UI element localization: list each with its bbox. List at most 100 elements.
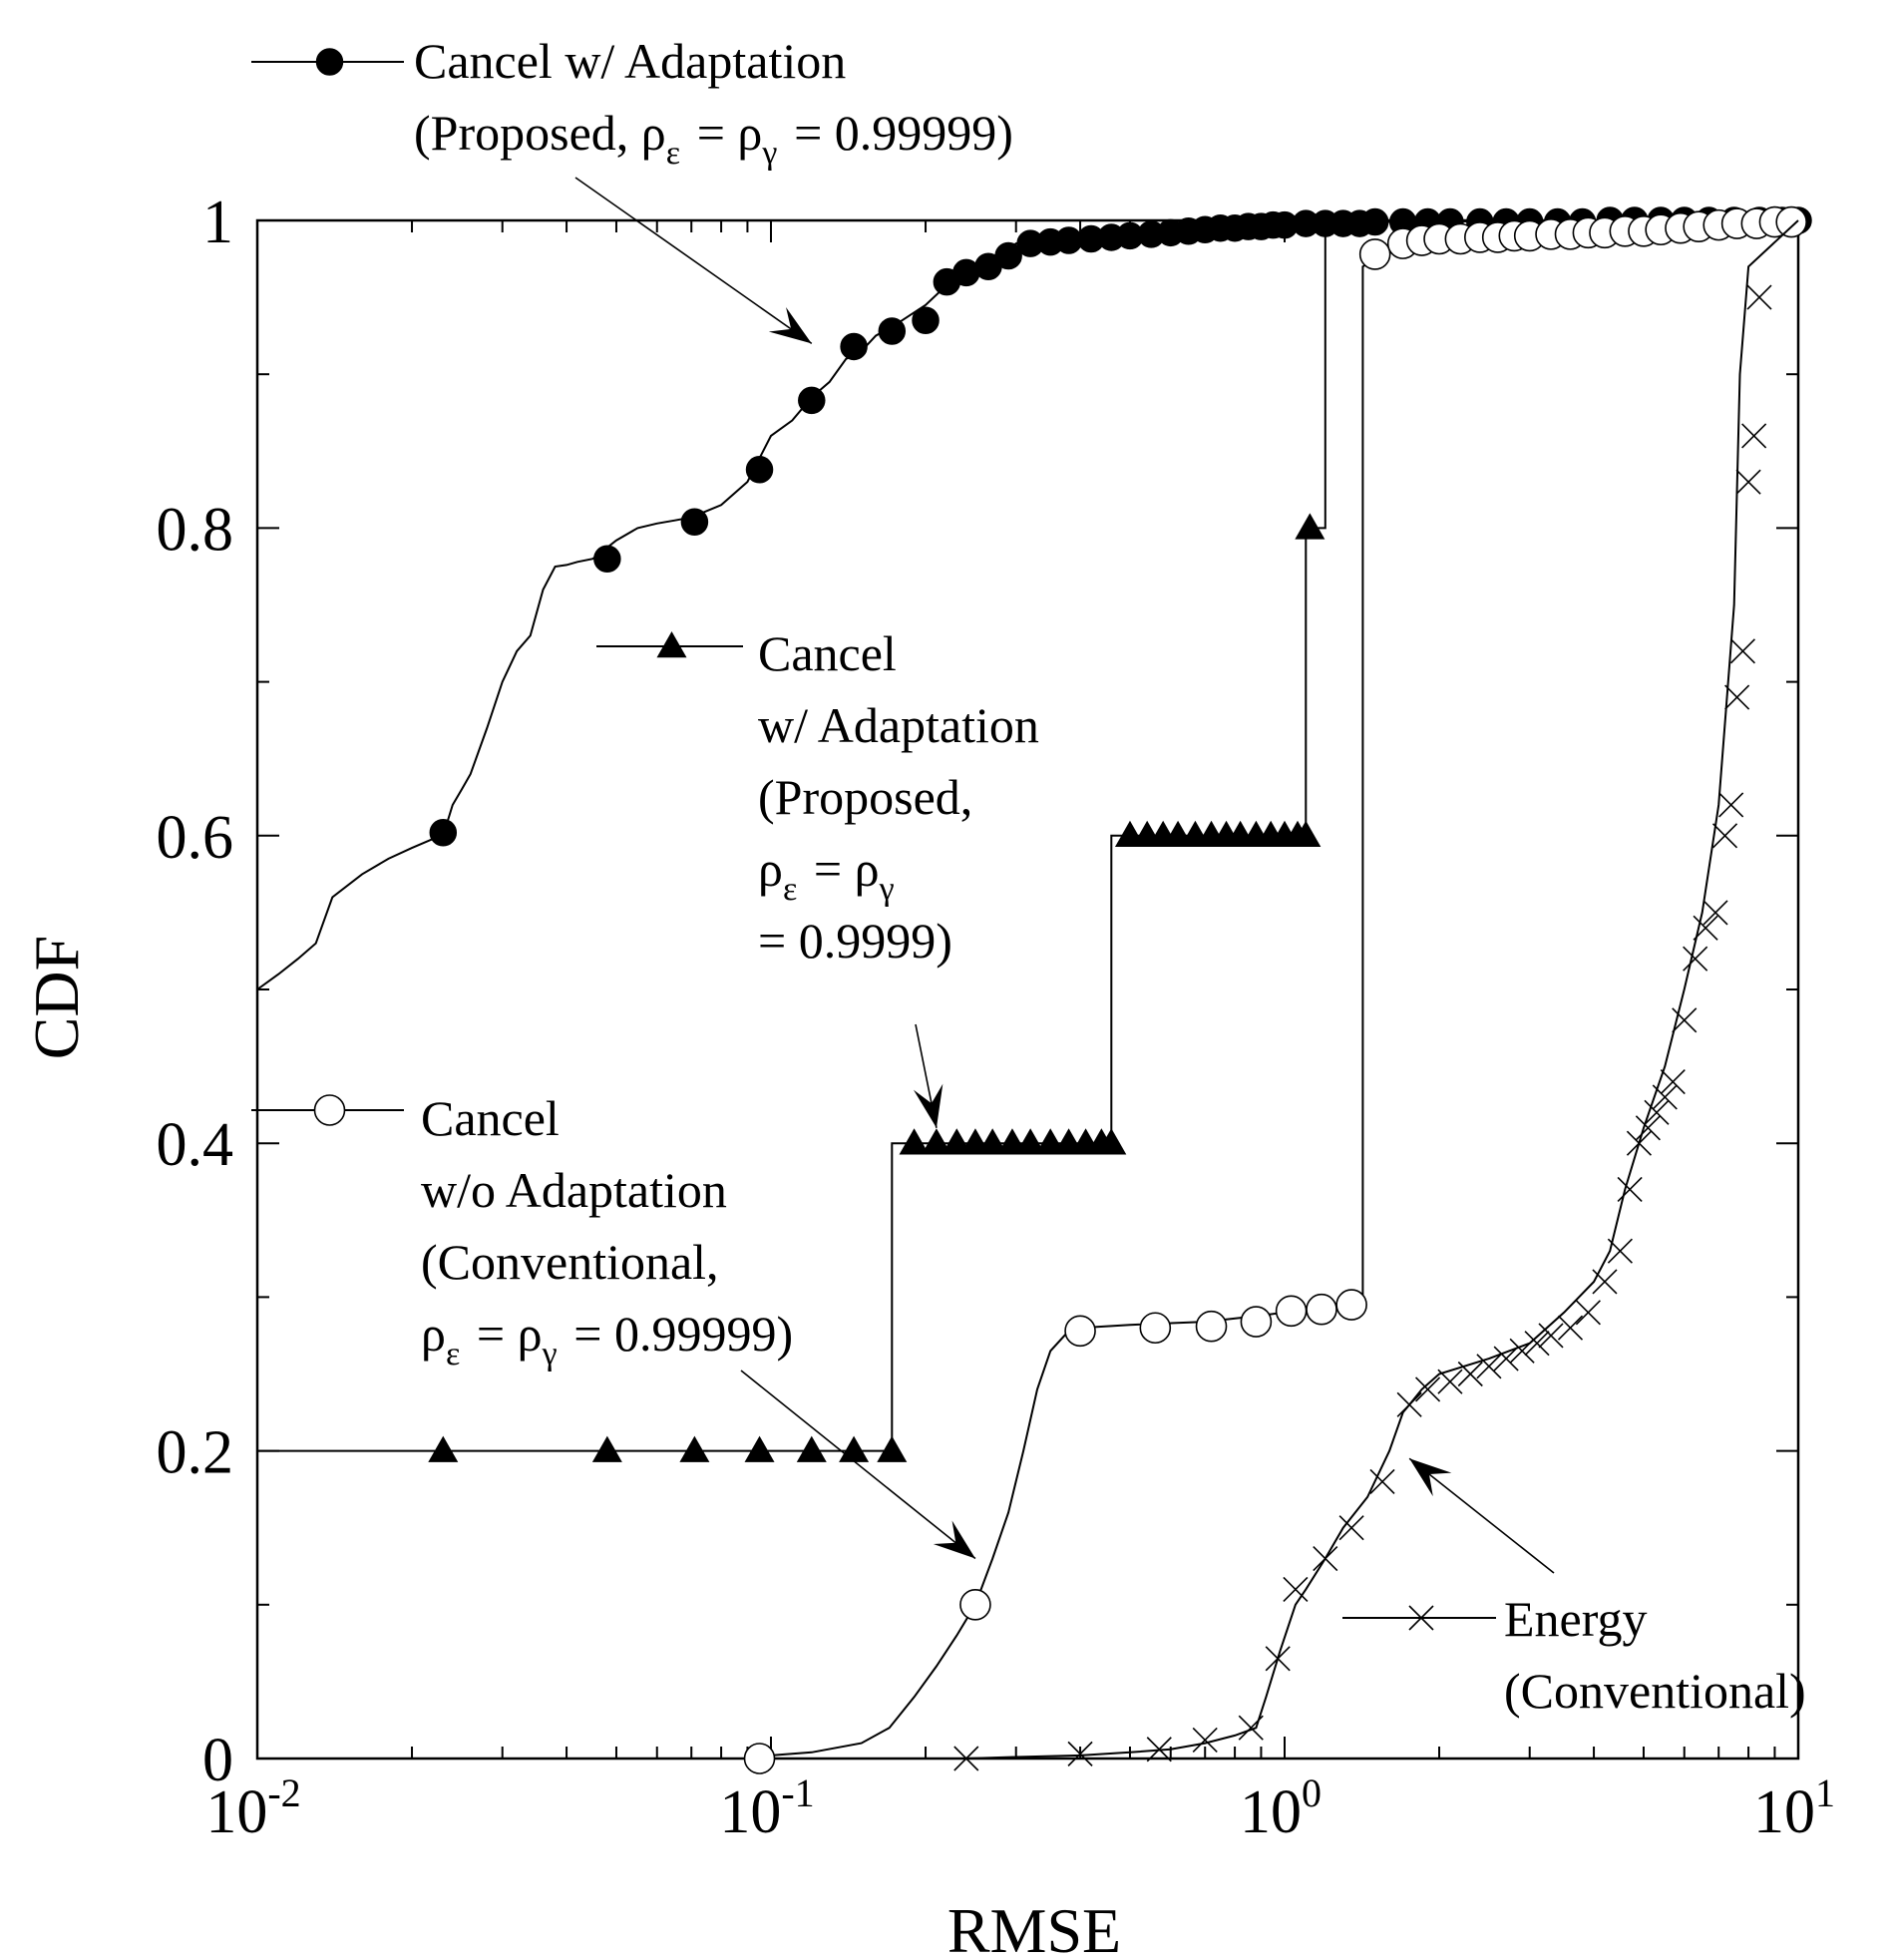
x-cross-stroke: [1557, 1315, 1584, 1341]
x-tick-label: 10-1: [719, 1770, 814, 1846]
filled-circle-marker: [315, 48, 344, 76]
legend-entry-3: Cancel w/o Adaptation (Conventional, ρε = ρ…: [251, 1090, 976, 1560]
x-cross-marker: [1735, 469, 1761, 495]
x-cross-marker: [1338, 1515, 1364, 1541]
x-cross-marker: [1265, 1646, 1291, 1672]
x-cross-marker: [1635, 1115, 1661, 1141]
x-cross-stroke: [1283, 1576, 1309, 1602]
x-cross-stroke: [1369, 1468, 1395, 1495]
x-cross-stroke: [1592, 1269, 1618, 1295]
triangle-marker: [1295, 513, 1325, 540]
open-circle-marker: [1139, 1312, 1172, 1345]
x-cross-marker: [1575, 1300, 1601, 1326]
open-circle-marker: [313, 1094, 346, 1126]
series-2: [257, 219, 1798, 1462]
x-cross-stroke: [1711, 823, 1738, 849]
x-axis-title: RMSE: [947, 1895, 1121, 1960]
series-1: [256, 206, 1812, 990]
annotation-arrow-head: [933, 1520, 975, 1559]
x-cross-marker: [1607, 1238, 1633, 1264]
x-cross-marker: [1626, 1130, 1653, 1156]
x-cross-marker: [1493, 1346, 1519, 1372]
filled-circle-marker: [593, 545, 621, 573]
x-tick-label: 100: [1240, 1770, 1322, 1846]
series-line: [257, 219, 1799, 1760]
legend-label-line: (Conventional): [1504, 1663, 1806, 1719]
triangle-marker: [839, 1435, 870, 1462]
filled-circle-marker: [680, 508, 709, 536]
x-cross-stroke: [1635, 1115, 1661, 1141]
x-cross-marker: [1660, 1068, 1686, 1095]
x-cross-marker: [1711, 823, 1738, 849]
triangle-marker: [1015, 1128, 1046, 1155]
x-cross-marker: [1718, 792, 1744, 818]
legend-label-line: Cancel w/ Adaptation: [414, 33, 846, 89]
legend-label-line: ρε = ργ: [758, 841, 899, 908]
legend-label-line: = 0.9999): [758, 913, 952, 969]
triangle-marker: [656, 631, 687, 658]
x-cross-stroke: [1538, 1323, 1564, 1349]
legend-label-line: Energy: [1504, 1591, 1647, 1647]
triangle-marker: [744, 1435, 775, 1462]
y-tick-label: 0.2: [157, 1419, 234, 1487]
annotation-arrow-head: [913, 1083, 944, 1128]
x-cross-stroke: [1672, 1007, 1698, 1033]
series-layer: [256, 205, 1812, 1774]
triangle-marker: [428, 1435, 459, 1462]
x-cross-marker: [1509, 1338, 1535, 1364]
x-cross-stroke: [1644, 1099, 1670, 1125]
triangle-marker: [899, 1128, 930, 1155]
x-cross-marker: [1283, 1576, 1309, 1602]
triangle-marker: [796, 1435, 827, 1462]
x-cross-stroke: [1265, 1646, 1291, 1672]
triangle-marker: [977, 1128, 1008, 1155]
legend-entry-1: Cancel w/ Adaptation (Proposed, ρε = ργ =…: [251, 33, 1013, 345]
x-cross-stroke: [1192, 1727, 1218, 1754]
plot-border: [255, 218, 1800, 1761]
open-circle-marker: [1240, 1306, 1273, 1338]
triangle-marker: [1291, 820, 1322, 848]
x-cross-stroke: [1493, 1346, 1519, 1372]
triangle-marker: [1096, 1128, 1127, 1155]
x-cross-stroke: [1617, 1176, 1643, 1203]
y-tick-label: 0.6: [157, 804, 234, 872]
x-tick-label: 101: [1753, 1770, 1835, 1846]
x-cross-marker: [1369, 1468, 1395, 1495]
x-cross-marker: [1592, 1269, 1618, 1295]
triangle-marker: [679, 1435, 710, 1462]
legend-label-line: Cancel: [758, 625, 897, 681]
x-cross-stroke: [1626, 1130, 1653, 1156]
open-circle-marker: [1064, 1315, 1096, 1348]
x-cross-marker: [1313, 1545, 1338, 1572]
open-circle-marker: [959, 1589, 991, 1621]
open-circle-marker: [1358, 238, 1391, 270]
legend-label-line: w/ Adaptation: [758, 697, 1039, 753]
legend-label-line: (Conventional,: [421, 1234, 719, 1290]
x-cross-stroke: [1718, 792, 1744, 818]
x-cross-marker: [1408, 1605, 1434, 1631]
plot-frame: [255, 218, 1800, 1761]
series-3: [257, 205, 1807, 1774]
x-cross-marker: [1729, 638, 1755, 664]
x-cross-marker: [1746, 284, 1772, 310]
x-cross-marker: [953, 1746, 979, 1771]
x-cross-marker: [1437, 1369, 1463, 1394]
x-cross-marker: [1702, 900, 1728, 926]
x-cross-marker: [1396, 1391, 1422, 1417]
legend-entry-2: Cancel w/ Adaptation (Proposed, ρε = ργ = 0…: [596, 625, 1039, 1128]
legend-entry-4: Energy (Conventional): [1342, 1457, 1806, 1719]
open-circle-marker: [1335, 1289, 1367, 1321]
open-circle-marker: [743, 1743, 776, 1774]
series-line: [256, 219, 1798, 990]
legend-label-line: (Proposed, ρε = ργ = 0.99999): [414, 105, 1013, 172]
annotation-arrow-head: [768, 306, 812, 344]
x-cross-stroke: [1735, 469, 1761, 495]
triangle-marker: [921, 1128, 951, 1155]
annotation-arrow-head: [1409, 1458, 1452, 1497]
x-cross-stroke: [1702, 900, 1728, 926]
x-cross-marker: [1672, 1007, 1698, 1033]
x-cross-stroke: [1067, 1741, 1093, 1766]
x-cross-stroke: [1414, 1376, 1441, 1402]
open-circle-marker: [1195, 1310, 1228, 1343]
x-cross-stroke: [1607, 1238, 1633, 1264]
